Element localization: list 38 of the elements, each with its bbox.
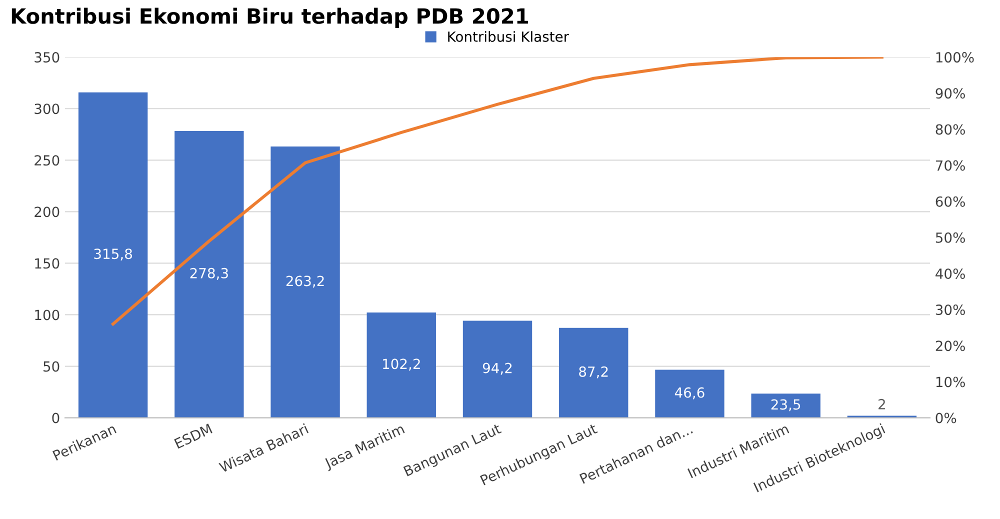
bar	[366, 312, 436, 418]
y2-tick-label: 40%	[936, 268, 965, 279]
legend-label: Kontribusi Klaster	[448, 31, 570, 42]
y-tick-label: 100	[35, 310, 60, 320]
data-label: 278,3	[190, 268, 228, 280]
y-tick-label: 50	[44, 361, 60, 372]
y-tick-label: 150	[35, 258, 60, 269]
bar	[174, 130, 244, 418]
y2-tick-label: 0%	[936, 412, 956, 424]
y-tick-label: 200	[34, 206, 60, 218]
data-label: 94,2	[482, 362, 512, 375]
y2-tick-label: 50%	[936, 232, 965, 243]
y2-tick-label: 20%	[936, 340, 965, 352]
data-label: 46,6	[674, 387, 704, 400]
data-label: 263,2	[286, 276, 324, 288]
bar	[78, 92, 148, 418]
data-label: 315,8	[94, 248, 132, 261]
bar	[559, 328, 628, 418]
y2-tick-label: 30%	[936, 304, 965, 316]
y-tick-label: 250	[34, 155, 60, 166]
data-label: 23,5	[771, 399, 800, 412]
y2-tick-label: 60%	[936, 196, 965, 207]
y-tick-label: 0	[52, 412, 60, 424]
y-tick-label: 300	[34, 104, 60, 114]
y2-tick-label: 10%	[936, 376, 965, 388]
chart-title: Kontribusi Ekonomi Biru terhadap PDB 2021	[12, 8, 528, 28]
y-tick-label: 350	[34, 52, 60, 63]
data-label: 2	[878, 398, 885, 410]
bar	[270, 146, 340, 418]
y2-tick-label: 90%	[936, 88, 965, 99]
bar	[462, 320, 532, 418]
data-label: 87,2	[579, 366, 608, 378]
bar	[655, 370, 724, 418]
data-label: 102,2	[383, 358, 420, 371]
y2-tick-label: 80%	[936, 124, 965, 135]
y2-tick-label: 70%	[936, 160, 965, 171]
y2-tick-label: 100%	[936, 52, 974, 63]
bar	[751, 394, 820, 418]
